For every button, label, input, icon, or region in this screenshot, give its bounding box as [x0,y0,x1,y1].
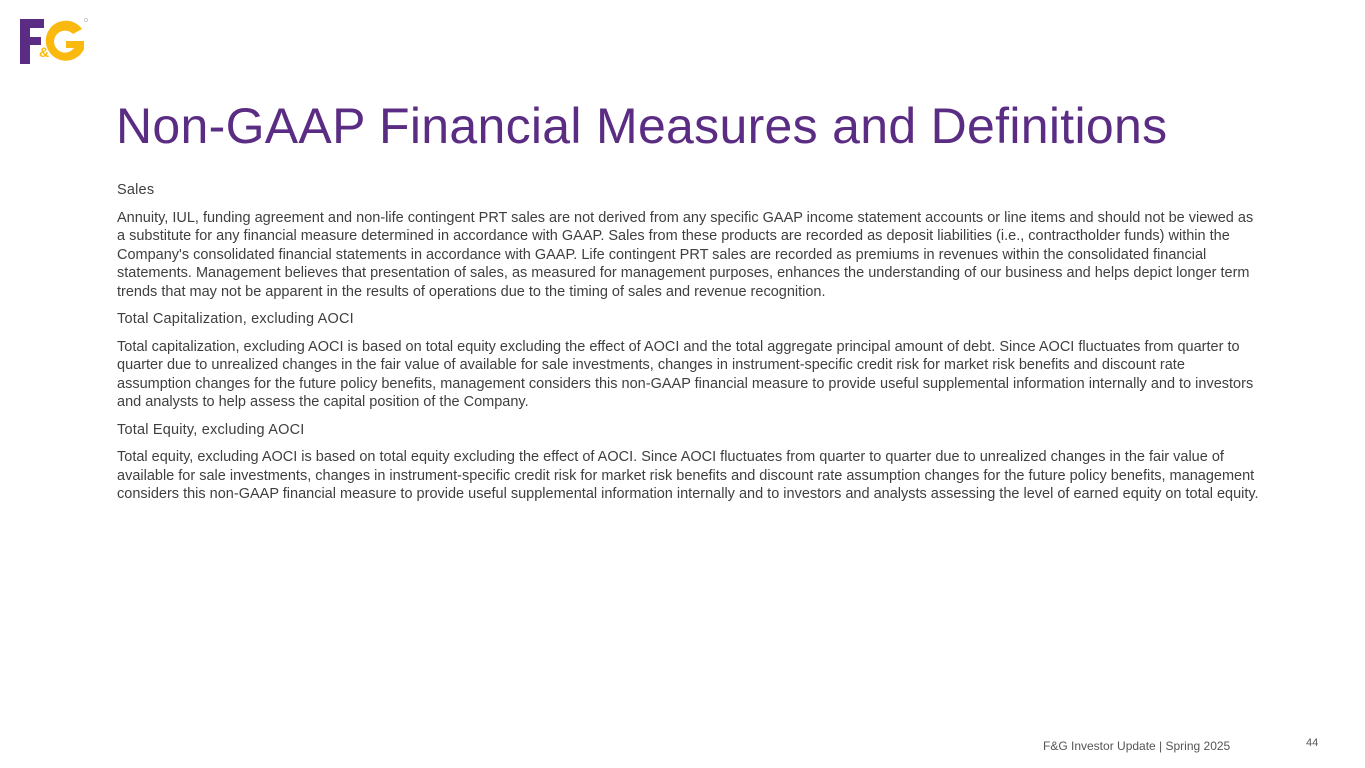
definitions: Sales Annuity, IUL, funding agreement an… [117,181,1262,513]
page-number: 44 [1306,737,1319,749]
footer-text: F&G Investor Update | Spring 2025 [1043,739,1231,753]
page-title: Non-GAAP Financial Measures and Definiti… [116,98,1168,154]
fg-logo: & [20,17,90,67]
section-body-total-capitalization: Total capitalization, excluding AOCI is … [117,338,1254,411]
section-heading-total-capitalization: Total Capitalization, excluding AOCI [117,311,354,327]
section-heading-total-equity: Total Equity, excluding AOCI [117,421,305,438]
svg-text:&: & [39,44,49,60]
section-body-sales: Annuity, IUL, funding agreement and non-… [117,209,1254,300]
section-body-total-equity: Total equity, excluding AOCI is based on… [117,449,1259,502]
section-heading-sales: Sales [117,182,155,198]
